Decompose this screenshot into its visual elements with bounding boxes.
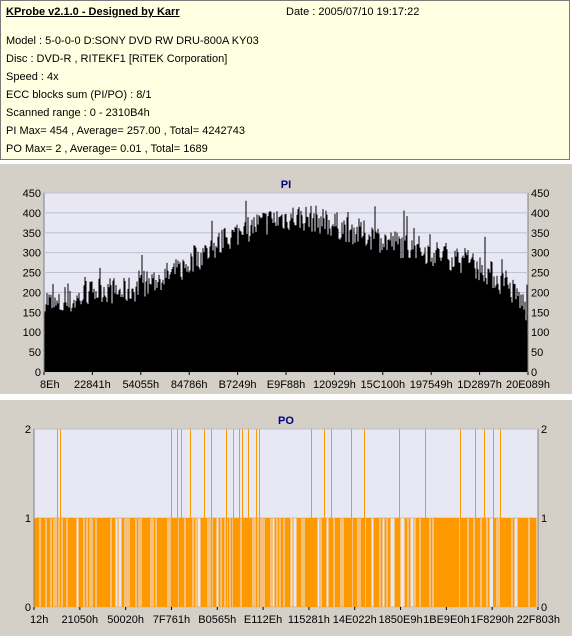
- y-tick-left: 0: [35, 367, 41, 379]
- x-tick-label: 22841h: [74, 379, 111, 391]
- x-tick-label: 54055h: [122, 379, 159, 391]
- x-tick-label: 14E022h: [333, 614, 377, 626]
- x-tick-label: 20E089h: [506, 379, 550, 391]
- y-tick-right: 400: [531, 208, 549, 220]
- x-tick-label: 8Eh: [40, 379, 60, 391]
- info-range: Scanned range : 0 - 2310B4h: [6, 107, 150, 119]
- x-tick-label: 50020h: [107, 614, 144, 626]
- x-tick-label: 1850E9h: [379, 614, 423, 626]
- pi-bars: [44, 200, 528, 372]
- y-tick-right: 150: [531, 307, 549, 319]
- x-tick-label: E9F88h: [267, 379, 306, 391]
- x-tick-label: 197549h: [410, 379, 453, 391]
- y-tick-left: 1: [25, 513, 31, 525]
- y-tick-left: 150: [23, 307, 41, 319]
- x-tick-label: 84786h: [171, 379, 208, 391]
- info-pi-stats: PI Max= 454 , Average= 257.00 , Total= 4…: [6, 125, 246, 137]
- po-bars: [34, 429, 537, 607]
- info-ecc: ECC blocks sum (PI/PO) : 8/1: [6, 89, 152, 101]
- y-tick-right: 50: [531, 347, 543, 359]
- po-chart: 0 0 1 1 2 2 12h 21050h 50020h 7F761h B0565h E112Eh 1…: [25, 415, 560, 626]
- y-tick-left: 100: [23, 327, 41, 339]
- y-tick-right: 1: [541, 513, 547, 525]
- x-tick-label: 21050h: [61, 614, 98, 626]
- y-tick-left: 350: [23, 228, 41, 240]
- y-tick-left: 300: [23, 248, 41, 260]
- x-tick-label: 22F803h: [517, 614, 560, 626]
- y-tick-right: 450: [531, 188, 549, 200]
- y-tick-right: 2: [541, 424, 547, 436]
- pi-chart: 0 0 50 50 100 100 150 150 200 200 250 250 300 300 350 3…: [23, 179, 550, 391]
- y-tick-left: 200: [23, 287, 41, 299]
- chart-title: PI: [281, 179, 291, 191]
- po-chart-panel: 0 0 1 1 2 2 12h 21050h 50020h 7F761h B0565h E112Eh 1…: [0, 400, 572, 636]
- info-po-stats: PO Max= 2 , Average= 0.01 , Total= 1689: [6, 143, 208, 155]
- scan-info-panel: KProbe v2.1.0 - Designed by Karr Date : …: [0, 0, 570, 160]
- app-title: KProbe v2.1.0 - Designed by Karr: [6, 6, 180, 18]
- x-tick-label: E112Eh: [244, 614, 282, 626]
- y-tick-left: 2: [25, 424, 31, 436]
- y-tick-left: 50: [29, 347, 41, 359]
- y-tick-right: 0: [541, 602, 547, 614]
- x-tick-label: 115281h: [288, 614, 330, 626]
- x-tick-label: B7249h: [219, 379, 257, 391]
- info-speed: Speed : 4x: [6, 71, 59, 83]
- info-model: Model : 5-0-0-0 D:SONY DVD RW DRU-800A K…: [6, 35, 259, 47]
- y-tick-right: 300: [531, 248, 549, 260]
- y-tick-right: 350: [531, 228, 549, 240]
- x-tick-label: 1F8290h: [470, 614, 513, 626]
- pi-chart-panel: 0 0 50 50 100 100 150 150 200 200 250 250 300 300 350 3…: [0, 164, 572, 394]
- x-tick-label: 1D2897h: [457, 379, 502, 391]
- y-tick-left: 400: [23, 208, 41, 220]
- y-tick-right: 200: [531, 287, 549, 299]
- x-tick-label: 12h: [30, 614, 48, 626]
- y-tick-left: 450: [23, 188, 41, 200]
- info-disc: Disc : DVD-R , RITEKF1 [RiTEK Corporatio…: [6, 53, 228, 65]
- y-tick-left: 250: [23, 268, 41, 280]
- x-tick-label: 7F761h: [153, 614, 190, 626]
- y-tick-left: 0: [25, 602, 31, 614]
- x-tick-label: 1BE9E0h: [423, 614, 469, 626]
- x-tick-label: 120929h: [313, 379, 356, 391]
- x-tick-label: B0565h: [198, 614, 236, 626]
- y-tick-right: 250: [531, 268, 549, 280]
- scan-date: Date : 2005/07/10 19:17:22: [286, 6, 420, 18]
- chart-title: PO: [278, 415, 294, 427]
- x-tick-label: 15C100h: [360, 379, 405, 391]
- y-tick-right: 0: [531, 367, 537, 379]
- y-tick-right: 100: [531, 327, 549, 339]
